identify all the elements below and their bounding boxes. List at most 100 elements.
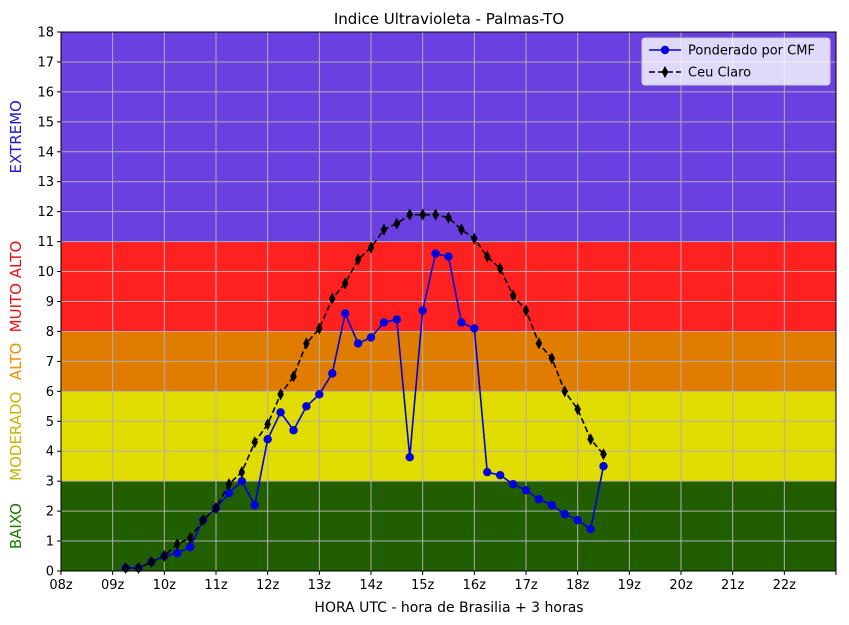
y-tick-label: 13 [37,175,54,190]
y-tick-label: 18 [37,26,54,41]
data-point [535,337,543,350]
y-tick-label: 4 [46,445,54,460]
data-point [496,262,504,275]
data-point [522,304,530,317]
y-tick-label: 17 [37,55,54,70]
data-point [315,390,324,399]
data-point [263,435,272,444]
data-point [250,500,259,510]
data-point [303,337,310,350]
data-point [185,542,195,552]
y-tick-label: 14 [37,145,54,160]
data-point [340,309,350,318]
y-tick-label: 1 [46,535,54,550]
data-point [328,369,337,378]
data-point [495,470,505,480]
data-point [431,249,440,258]
series-line [125,213,605,569]
data-point [586,524,595,534]
x-tick-label: 18z [566,578,590,593]
x-tick-label: 17z [514,578,538,593]
data-point [471,232,478,245]
legend-marker [660,45,670,55]
data-point [224,488,234,498]
data-point [290,370,297,383]
band-moderado [61,391,836,482]
legend-box [641,37,831,86]
data-point [264,418,271,431]
data-point [367,241,375,254]
data-point [509,289,517,302]
data-point [289,426,298,435]
x-tick-label: 15z [411,578,435,593]
series-layer [121,208,608,575]
data-point [173,538,181,551]
data-point [379,318,389,327]
data-point [419,208,426,221]
series-0 [121,249,608,573]
x-axis-label: HORA UTC - hora de Brasilia + 3 horas [314,600,583,616]
data-point [548,352,556,365]
data-point [405,453,414,462]
y-tick-label: 11 [37,235,54,250]
data-point [574,403,581,416]
category-label-baixo: BAIXO [7,503,25,549]
data-point [366,333,376,342]
x-tick-label: 20z [669,578,693,593]
data-point [237,476,247,486]
data-point [483,250,491,263]
data-point [561,385,569,398]
data-point [225,478,233,491]
grid-lines [60,31,837,572]
data-point [432,208,439,221]
legend-label: Ponderado por CMF [688,44,815,59]
category-label-alto: ALTO [7,343,25,381]
data-point [599,461,608,471]
category-label-muito-alto: MUITO ALTO [7,241,25,333]
data-point [354,253,362,266]
x-axis: 08z 09z 10z 11z 12z 13z 14z 15z 16z 17z 18z 19z 20z 2… [49,571,837,593]
data-point [148,556,155,569]
data-point [445,211,452,224]
y-tick-label: 8 [46,325,54,340]
data-point [560,509,569,519]
data-point [173,548,182,558]
data-point [380,223,388,236]
x-tick-label: 14z [359,578,383,593]
data-point [393,217,401,230]
data-point [534,494,544,504]
y-tick-label: 9 [46,295,54,310]
data-point [470,324,479,333]
data-point [199,514,207,527]
x-tick-label: 22z [773,578,797,593]
data-point [212,502,220,515]
data-point [508,479,518,489]
data-point [328,292,336,305]
data-point [353,339,363,348]
data-point [238,466,246,479]
x-tick-label: 21z [721,578,745,593]
legend-label: Ceu Claro [688,66,751,81]
data-point [186,532,194,545]
chart-title: Indice Ultravioleta - Palmas-TO [334,10,564,28]
x-tick-label: 19z [618,578,642,593]
data-point [302,402,311,411]
x-tick-label: 13z [308,578,332,593]
y-tick-label: 7 [46,355,54,370]
data-point [341,277,349,290]
data-point [573,515,582,525]
x-tick-label: 16z [463,578,487,593]
x-tick-label: 10z [153,578,177,593]
legend: Ponderado por CMF Ceu Claro [641,37,831,86]
series-1 [122,208,607,575]
data-point [547,500,557,510]
data-point [444,252,453,261]
category-label-moderado: MODERADO [7,392,25,481]
x-tick-label: 08z [49,578,73,593]
data-point [418,306,427,315]
y-tick-label: 2 [46,505,54,520]
data-point [406,208,414,221]
y-tick-label: 12 [37,205,54,220]
data-point [316,322,323,335]
